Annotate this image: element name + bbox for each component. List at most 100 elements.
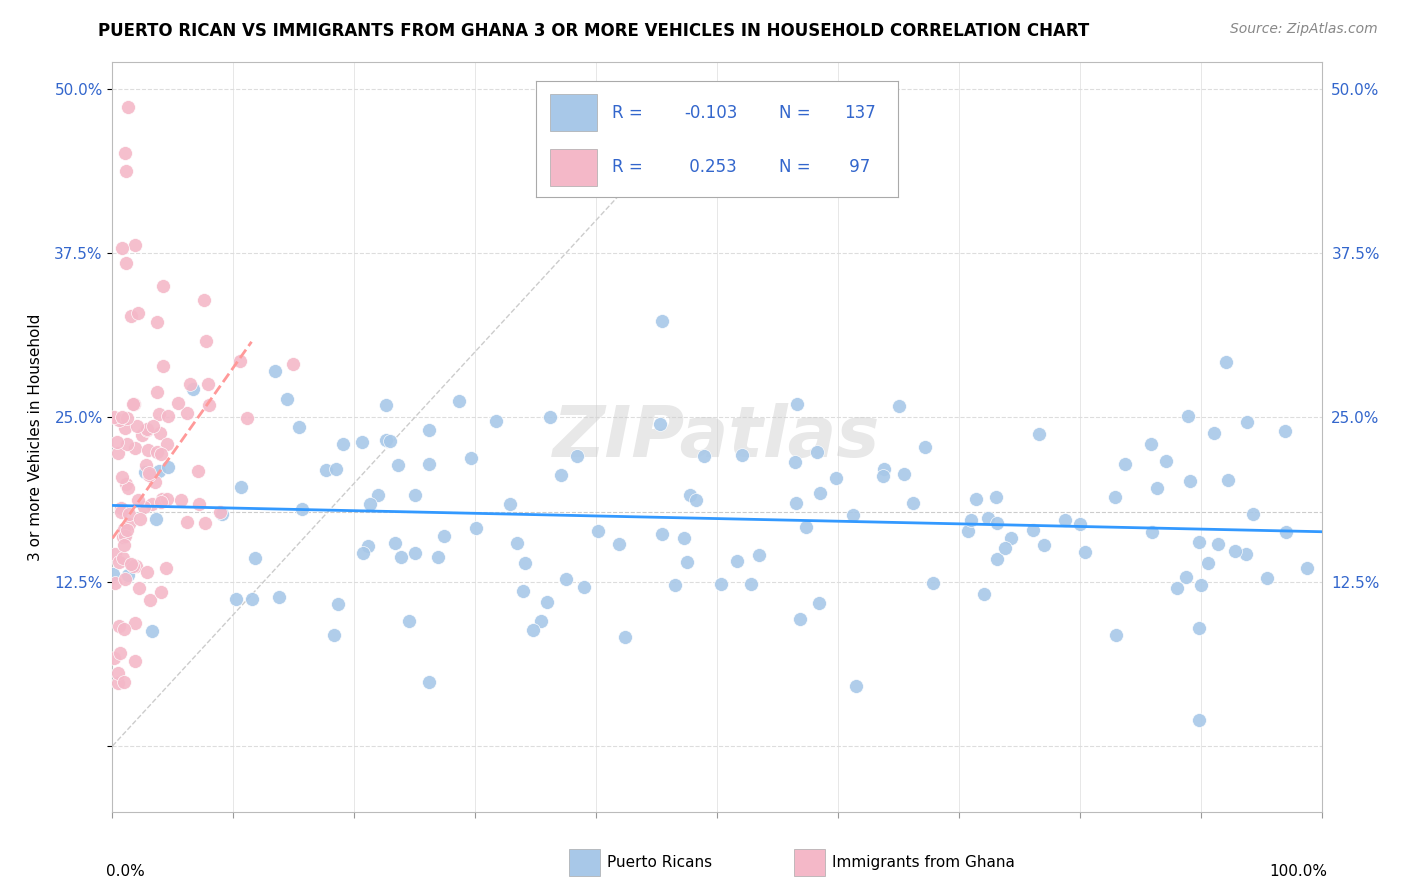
Point (1069, 516, 1091, 531)
Text: 0.0%: 0.0% (107, 864, 145, 880)
Point (111, 409, 134, 424)
Point (152, 279, 174, 293)
Point (122, 396, 145, 410)
Point (269, 590, 291, 604)
Point (965, 491, 987, 506)
Point (181, 382, 204, 396)
Point (499, 497, 522, 511)
Point (1206, 536, 1229, 550)
Point (170, 492, 193, 507)
Point (418, 674, 440, 689)
Point (107, 619, 129, 633)
Point (120, 310, 142, 324)
Point (115, 410, 138, 425)
Point (1216, 474, 1239, 488)
Point (614, 630, 637, 644)
Point (229, 354, 252, 368)
Point (384, 536, 406, 550)
Point (914, 440, 936, 454)
Point (378, 434, 401, 448)
Point (1178, 474, 1201, 488)
Point (1053, 513, 1076, 527)
Point (134, 500, 156, 515)
Point (107, 676, 129, 690)
Point (433, 529, 456, 543)
Point (208, 505, 231, 519)
Point (873, 462, 896, 476)
Point (263, 364, 285, 378)
Point (1243, 508, 1265, 522)
Point (332, 436, 354, 450)
Point (325, 461, 347, 475)
Point (117, 481, 139, 495)
Point (187, 465, 209, 479)
Point (398, 614, 420, 628)
Point (1146, 481, 1168, 495)
Point (550, 467, 572, 482)
Point (138, 468, 160, 483)
Point (124, 616, 146, 631)
Point (710, 576, 733, 591)
Point (225, 592, 247, 607)
Point (887, 400, 910, 414)
Point (155, 561, 177, 575)
Point (1174, 570, 1197, 584)
Point (536, 595, 558, 609)
Point (112, 623, 135, 637)
Point (176, 406, 198, 420)
Point (107, 446, 129, 460)
Point (841, 508, 863, 522)
Point (530, 614, 553, 628)
Point (357, 540, 380, 554)
Point (427, 549, 450, 564)
Point (115, 164, 138, 178)
Point (129, 511, 152, 525)
Point (389, 550, 412, 565)
Point (806, 445, 828, 459)
Point (825, 471, 848, 485)
Point (1073, 545, 1095, 559)
Point (134, 466, 156, 480)
Point (676, 555, 699, 569)
Point (145, 512, 167, 526)
Point (149, 585, 172, 599)
Point (922, 576, 945, 591)
Point (141, 497, 163, 511)
Point (808, 596, 831, 610)
Point (322, 628, 344, 642)
Point (1188, 713, 1211, 727)
Point (291, 502, 314, 516)
Point (375, 398, 398, 412)
Point (145, 385, 167, 400)
Point (127, 492, 149, 507)
Point (118, 507, 141, 521)
Point (893, 467, 915, 481)
Point (1139, 437, 1161, 451)
Text: PUERTO RICAN VS IMMIGRANTS FROM GHANA 3 OR MORE VEHICLES IN HOUSEHOLD CORRELATIO: PUERTO RICAN VS IMMIGRANTS FROM GHANA 3 … (98, 22, 1090, 40)
Point (685, 492, 707, 507)
Point (124, 442, 146, 456)
Point (152, 359, 174, 374)
Point (464, 521, 486, 535)
Point (136, 421, 159, 435)
Point (748, 548, 770, 562)
Point (127, 306, 149, 320)
Point (693, 449, 716, 463)
Point (138, 467, 160, 481)
Point (135, 423, 157, 437)
Point (789, 612, 811, 626)
Point (114, 145, 136, 160)
Point (872, 469, 894, 483)
Point (725, 554, 748, 568)
Point (1154, 454, 1177, 468)
Point (404, 546, 426, 560)
Point (107, 666, 129, 681)
Point (179, 377, 201, 392)
Point (1028, 427, 1050, 442)
Point (141, 624, 163, 639)
Point (194, 334, 217, 348)
Point (1223, 544, 1246, 558)
Point (447, 394, 470, 409)
Point (1202, 425, 1225, 440)
Point (986, 516, 1008, 531)
